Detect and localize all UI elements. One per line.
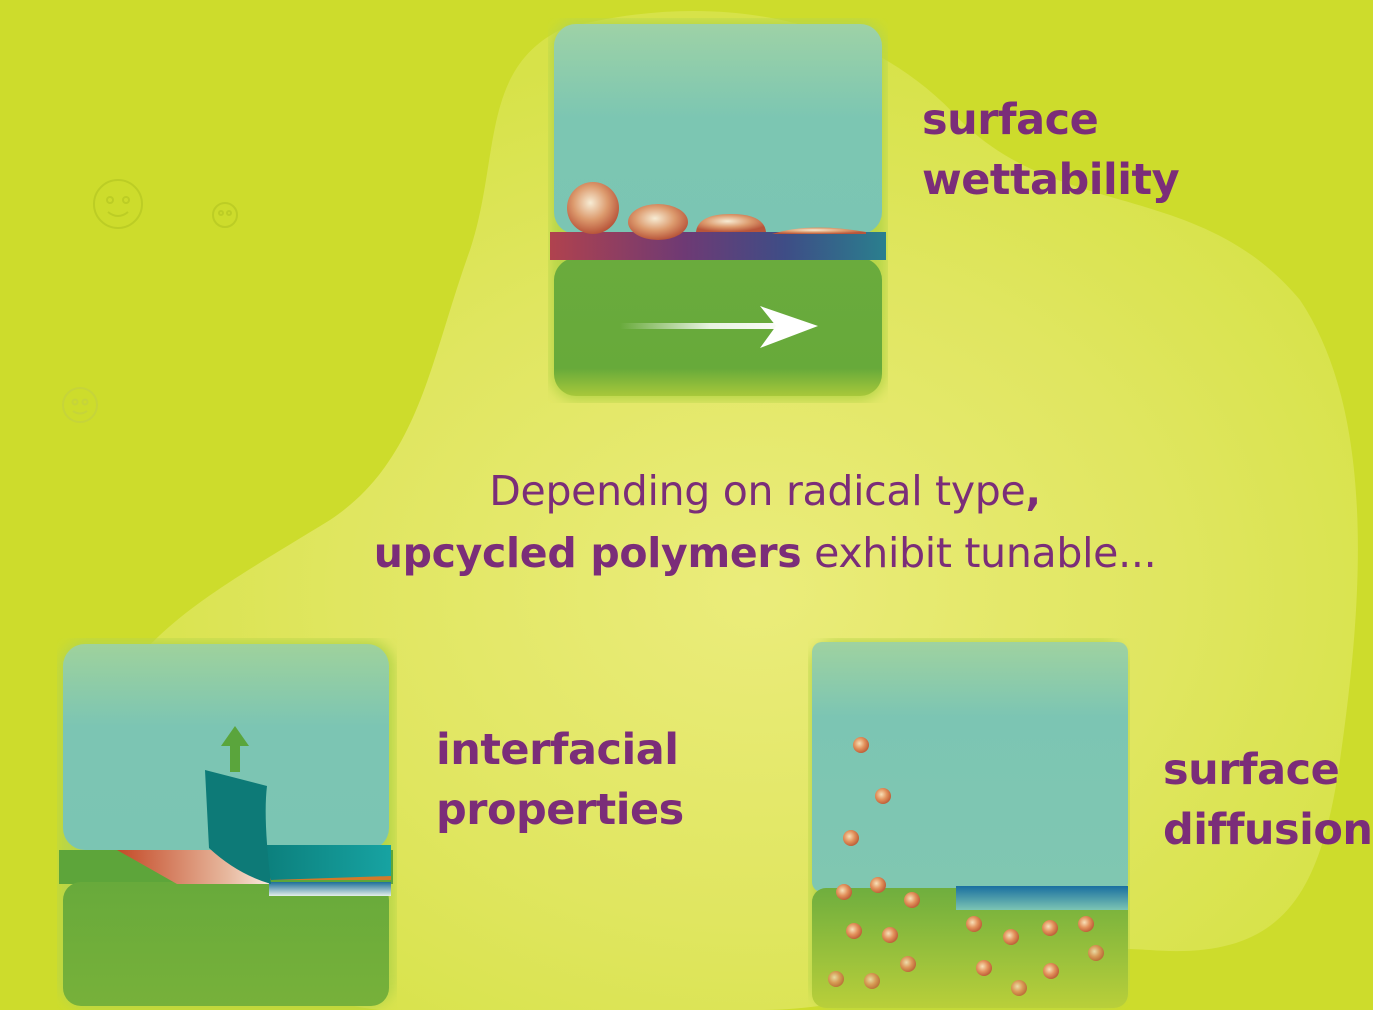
caption-emphasis: upcycled polymers: [373, 529, 802, 577]
diffusing-particles: [828, 737, 1104, 996]
label-line: interfacial: [436, 725, 679, 775]
label-line: wettability: [922, 155, 1180, 205]
caption-text: Depending on radical type: [489, 467, 1026, 515]
caption-line-1: Depending on radical type,: [300, 460, 1230, 522]
caption-text: exhibit tunable...: [801, 529, 1157, 577]
faint-face-doodle-icon: [212, 202, 238, 228]
label-interfacial-properties: interfacial properties: [436, 720, 684, 840]
up-arrow-icon: [221, 726, 249, 772]
faint-face-doodle-icon: [62, 387, 98, 423]
label-surface-wettability: surface wettability: [922, 90, 1180, 210]
label-line: surface: [1163, 745, 1340, 795]
droplets: [567, 182, 866, 240]
direction-arrow-icon: [620, 306, 818, 348]
figure-caption: Depending on radical type, upcycled poly…: [300, 460, 1230, 584]
caption-line-2: upcycled polymers exhibit tunable...: [300, 522, 1230, 584]
label-line: diffusion: [1163, 805, 1373, 855]
interfacial-panel: [59, 640, 395, 1008]
label-line: properties: [436, 785, 684, 835]
label-surface-diffusion: surface diffusion: [1163, 740, 1373, 860]
caption-punct: ,: [1025, 467, 1041, 515]
diffusion-panel: [810, 640, 1128, 1008]
faint-face-doodle-icon: [93, 179, 143, 229]
wettability-panel: [550, 20, 886, 401]
label-line: surface: [922, 95, 1099, 145]
